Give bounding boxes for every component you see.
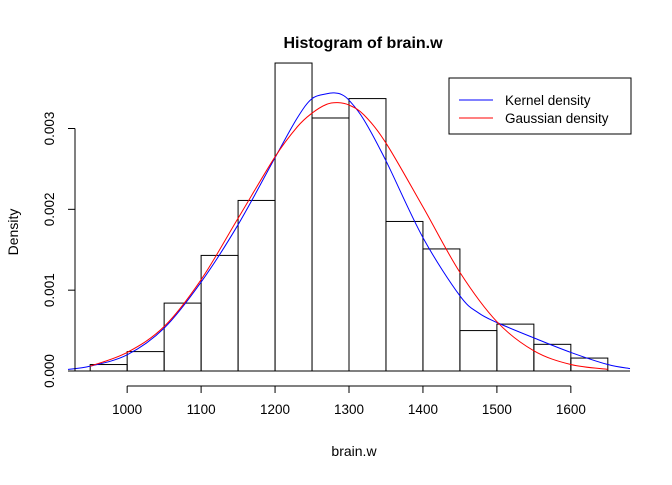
x-tick-label-2: 1200 (260, 402, 290, 417)
histogram-bar-4 (237, 199, 276, 372)
x-axis-label: brain.w (331, 443, 377, 459)
density-curves (67, 92, 631, 370)
y-tick-label-3: 0.003 (42, 112, 57, 146)
y-tick-label-0: 0.000 (42, 354, 57, 388)
series-line-0 (67, 92, 631, 370)
histogram-bar-3 (200, 254, 239, 372)
x-tick-label-3: 1300 (334, 402, 364, 417)
histogram-bar-5 (274, 62, 313, 372)
y-axis: 0.000 0.001 0.002 0.003 (42, 112, 76, 388)
x-tick-label-0: 1000 (112, 402, 142, 417)
legend: Kernel density Gaussian density (448, 77, 632, 135)
legend-label-gaussian: Gaussian density (505, 111, 609, 126)
histogram-bar-9 (422, 248, 461, 372)
y-axis-label: Density (5, 209, 21, 256)
y-tick-label-1: 0.001 (42, 273, 57, 307)
y-tick-label-2: 0.002 (42, 192, 57, 226)
x-tick-label-4: 1400 (408, 402, 438, 417)
series-line-1 (90, 102, 608, 370)
chart-title: Histogram of brain.w (283, 35, 443, 52)
legend-label-kernel: Kernel density (505, 93, 591, 108)
histogram-bar-7 (348, 98, 387, 372)
legend-box (448, 77, 632, 135)
histogram-bars (68, 62, 630, 372)
histogram-bar-1 (126, 351, 165, 372)
x-tick-label-1: 1100 (187, 402, 216, 417)
histogram-bar-12 (533, 343, 572, 372)
x-tick-label-6: 1600 (556, 402, 586, 417)
histogram-bar-6 (311, 117, 350, 372)
x-axis: 1000 1100 1200 1300 1400 1500 1600 (112, 385, 586, 417)
histogram-bar-8 (385, 220, 424, 372)
histogram-bar-10 (459, 330, 498, 372)
histogram-bar-2 (163, 302, 202, 372)
x-tick-label-5: 1500 (482, 402, 512, 417)
histogram-bar-0 (89, 364, 128, 372)
